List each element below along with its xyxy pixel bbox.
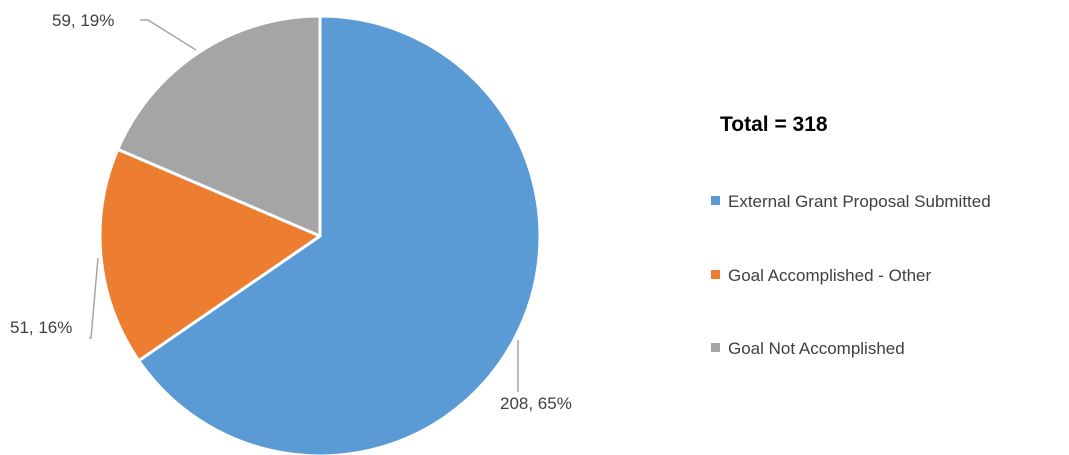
slice-goal-not-accomplished (116, 14, 322, 238)
legend: External Grant Proposal Submitted Goal A… (711, 192, 991, 358)
legend-swatch-goal-accomplished-other (711, 270, 720, 279)
total-label: Total = 318 (720, 113, 828, 136)
data-label-goal-not-accomplished: 59, 19% (52, 11, 114, 30)
data-labels: 208, 65% 51, 16% 59, 19% (10, 11, 572, 413)
slice-goal-accomplished-other (98, 147, 322, 363)
leader-line-goal-not-accomplished (140, 19, 197, 51)
leader-lines (89, 19, 519, 392)
data-label-goal-accomplished-other: 51, 16% (10, 318, 72, 337)
legend-label-external-grant: External Grant Proposal Submitted (728, 192, 991, 211)
data-label-external-grant: 208, 65% (500, 394, 572, 413)
leader-line-goal-accomplished-other (89, 257, 99, 339)
legend-label-goal-accomplished-other: Goal Accomplished - Other (728, 266, 931, 285)
legend-swatch-external-grant (711, 196, 720, 205)
pie-slices (98, 14, 542, 455)
legend-swatch-goal-not-accomplished (711, 343, 720, 352)
slice-external-grant (137, 14, 542, 455)
legend-label-goal-not-accomplished: Goal Not Accomplished (728, 339, 905, 358)
